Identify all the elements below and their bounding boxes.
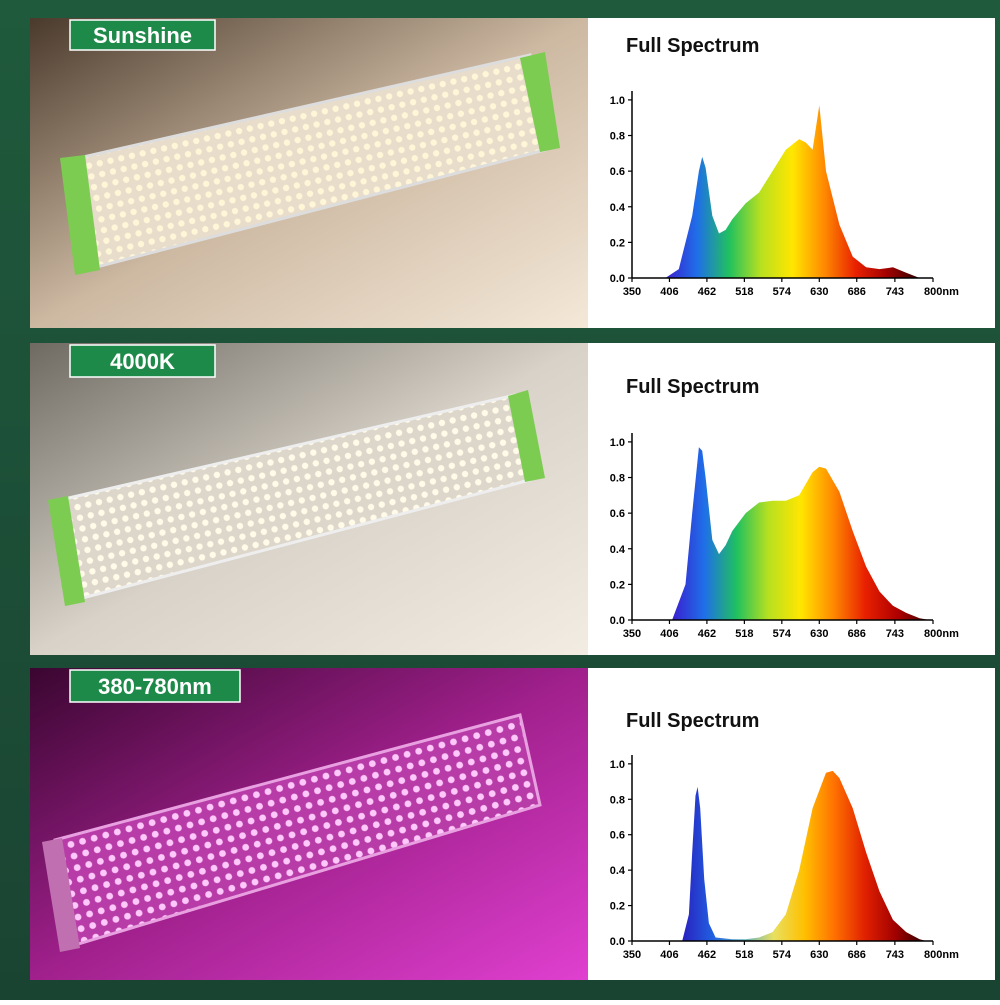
- chart-title: Full Spectrum: [626, 35, 759, 57]
- y-tick-label: 0.2: [610, 901, 625, 913]
- spectrum-chart: Full Spectrum 0.0 0.2 0.4 0.6 0.8 1.0 350 406 462…: [588, 668, 995, 980]
- label-box: [69, 669, 241, 703]
- chart-title: Full Spectrum: [626, 710, 759, 732]
- chart-title: Full Spectrum: [626, 376, 759, 398]
- spectrum-area: [665, 105, 920, 278]
- x-tick-label: 462: [698, 628, 716, 640]
- x-tick-label: 406: [660, 628, 678, 640]
- y-tick-label: 1.0: [610, 437, 625, 449]
- photo-label: Sunshine: [93, 23, 192, 48]
- y-tick-label: 0.0: [610, 936, 625, 948]
- x-tick-label: 630: [810, 949, 828, 961]
- y-tick-label: 1.0: [610, 95, 625, 107]
- label-box: [69, 19, 216, 51]
- x-tick-label: 574: [773, 286, 792, 298]
- y-tick-label: 0.0: [610, 615, 625, 627]
- x-tick-label: 574: [773, 628, 792, 640]
- x-tick-label: 406: [660, 949, 678, 961]
- spectrum-area: [672, 447, 930, 620]
- photo-3: [30, 668, 588, 980]
- photo-2: [30, 343, 588, 655]
- x-tick-label: 686: [848, 286, 866, 298]
- x-tick-label: 743: [886, 949, 904, 961]
- x-tick-label: 574: [773, 949, 792, 961]
- x-tick-label: 686: [848, 949, 866, 961]
- y-tick-label: 0.6: [610, 508, 625, 520]
- x-tick-label: 462: [698, 949, 716, 961]
- y-tick-label: 0.6: [610, 166, 625, 178]
- spectrum-area: [682, 770, 927, 941]
- photo-1: [30, 18, 588, 328]
- x-tick-label: 686: [848, 628, 866, 640]
- x-tick-label: 630: [810, 286, 828, 298]
- y-tick-label: 0.4: [610, 865, 626, 877]
- x-tick-label: 743: [886, 628, 904, 640]
- y-tick-label: 0.8: [610, 794, 625, 806]
- y-tick-label: 0.4: [610, 544, 626, 556]
- y-tick-label: 1.0: [610, 759, 625, 771]
- y-tick-label: 0.4: [610, 202, 626, 214]
- spectrum-chart: Full Spectrum 0.0 0.2 0.4 0.6 0.8 1.0 350 406 462…: [588, 18, 995, 328]
- y-tick-label: 0.2: [610, 579, 625, 591]
- x-tick-label: 518: [735, 286, 753, 298]
- spectrum-chart: Full Spectrum 0.0 0.2 0.4 0.6 0.8 1.0 350 406 462…: [588, 343, 995, 655]
- y-tick-label: 0.6: [610, 830, 625, 842]
- y-tick-label: 0.8: [610, 131, 625, 143]
- x-tick-label: 518: [735, 949, 753, 961]
- x-tick-label: 406: [660, 286, 678, 298]
- y-tick-label: 0.0: [610, 273, 625, 285]
- x-tick-label: 800nm: [924, 949, 959, 961]
- x-tick-label: 462: [698, 286, 716, 298]
- x-tick-label: 743: [886, 286, 904, 298]
- x-tick-label: 350: [623, 628, 641, 640]
- photo-label: 4000K: [110, 349, 175, 374]
- x-tick-label: 800nm: [924, 628, 959, 640]
- x-tick-label: 350: [623, 949, 641, 961]
- x-tick-label: 350: [623, 286, 641, 298]
- x-tick-label: 800nm: [924, 286, 959, 298]
- y-tick-label: 0.8: [610, 473, 625, 485]
- y-tick-label: 0.2: [610, 237, 625, 249]
- photo-label: 380-780nm: [98, 674, 212, 699]
- label-box: [69, 344, 216, 378]
- x-tick-label: 518: [735, 628, 753, 640]
- x-tick-label: 630: [810, 628, 828, 640]
